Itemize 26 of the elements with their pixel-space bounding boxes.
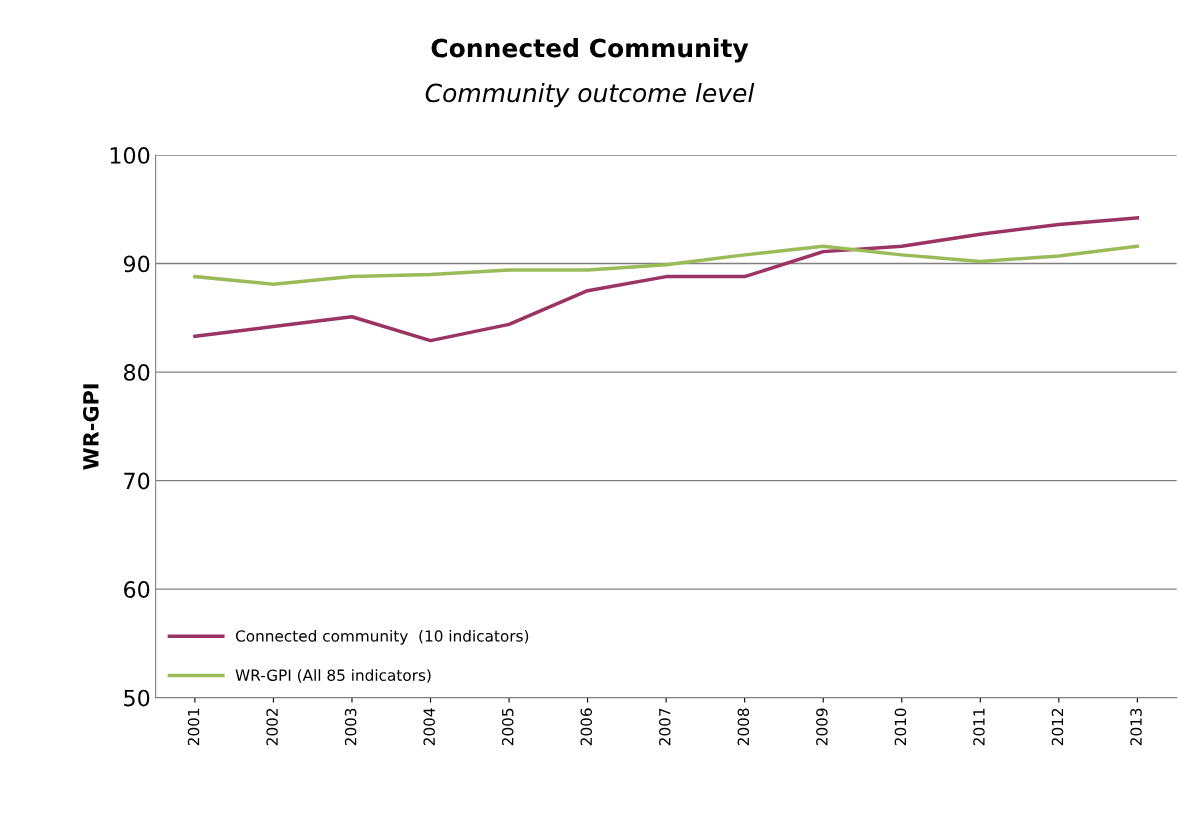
y-axis-title: WR-GPI — [83, 384, 99, 470]
line-series — [193, 244, 1140, 286]
x-tick-label: 2006 — [580, 708, 593, 746]
y-tick-label: 100 — [110, 146, 150, 164]
x-tick-label: 2005 — [501, 708, 514, 746]
x-tick-label: 2008 — [737, 708, 750, 746]
x-tick-label: 2007 — [659, 708, 671, 746]
chart-title: Connected Community — [431, 38, 749, 63]
x-tick-label: 2011 — [973, 708, 985, 746]
y-tick-label: 80 — [124, 364, 150, 381]
x-tick-label: 2001 — [187, 708, 200, 746]
x-tick-label: 2013 — [1130, 708, 1142, 746]
y-tick-label: 70 — [124, 472, 150, 490]
x-tick-label: 2004 — [423, 708, 435, 746]
x-tick-label: 2009 — [816, 708, 828, 746]
x-tick-label: 2012 — [1051, 708, 1064, 746]
y-tick-label: 50 — [124, 689, 150, 707]
x-tick-label: 2003 — [344, 708, 357, 746]
x-tick-label: 2002 — [266, 708, 278, 746]
legend-label: Connected community (10 indicators) — [235, 629, 529, 645]
line-series — [193, 216, 1140, 343]
chart-subtitle: Community outcome level — [425, 83, 755, 108]
y-tick-label: 60 — [124, 581, 150, 598]
x-tick-label: 2010 — [894, 708, 907, 746]
y-tick-label: 90 — [123, 255, 150, 273]
legend-label: WR-GPI (All 85 indicators) — [235, 669, 431, 683]
